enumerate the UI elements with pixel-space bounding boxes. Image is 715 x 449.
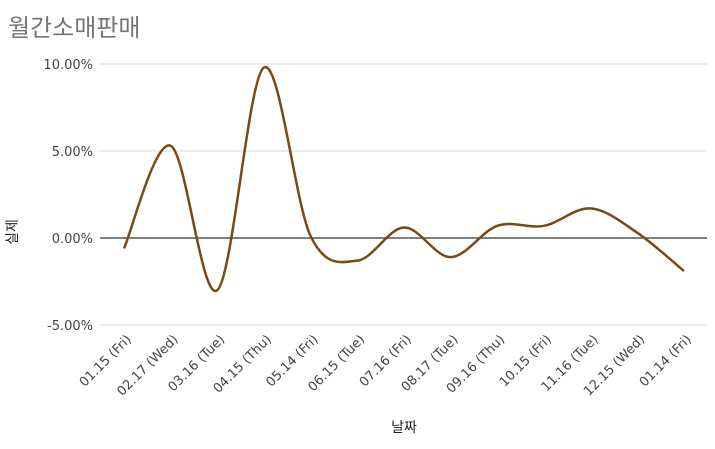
data-point: [122, 246, 126, 250]
series-group: [122, 65, 686, 292]
y-axis-title: 실제: [5, 219, 21, 245]
gridlines: [100, 63, 707, 326]
data-point: [215, 288, 219, 292]
data-point: [495, 224, 499, 228]
y-tick-label: -5.00%: [47, 319, 93, 334]
data-point: [589, 206, 593, 210]
y-tick-label: 5.00%: [52, 145, 93, 160]
y-tick-label: 0.00%: [52, 232, 93, 247]
x-axis-title: 날짜: [391, 420, 417, 436]
chart-title: 월간소매판매: [8, 14, 141, 42]
y-tick-label: 10.00%: [43, 58, 93, 73]
data-point: [169, 144, 173, 148]
data-point: [542, 224, 546, 228]
y-axis-ticks: 10.00% 5.00% 0.00% -5.00%: [43, 58, 93, 334]
data-point: [635, 231, 639, 235]
data-point: [309, 234, 313, 238]
data-point: [449, 255, 453, 259]
data-point: [355, 259, 359, 263]
data-point: [402, 226, 406, 230]
data-point: [682, 269, 686, 273]
series-line: [122, 66, 685, 292]
data-point: [262, 65, 266, 69]
x-axis-ticks: 01.15 (Fri)02.17 (Wed)03.16 (Tue)04.15 (…: [77, 332, 695, 399]
